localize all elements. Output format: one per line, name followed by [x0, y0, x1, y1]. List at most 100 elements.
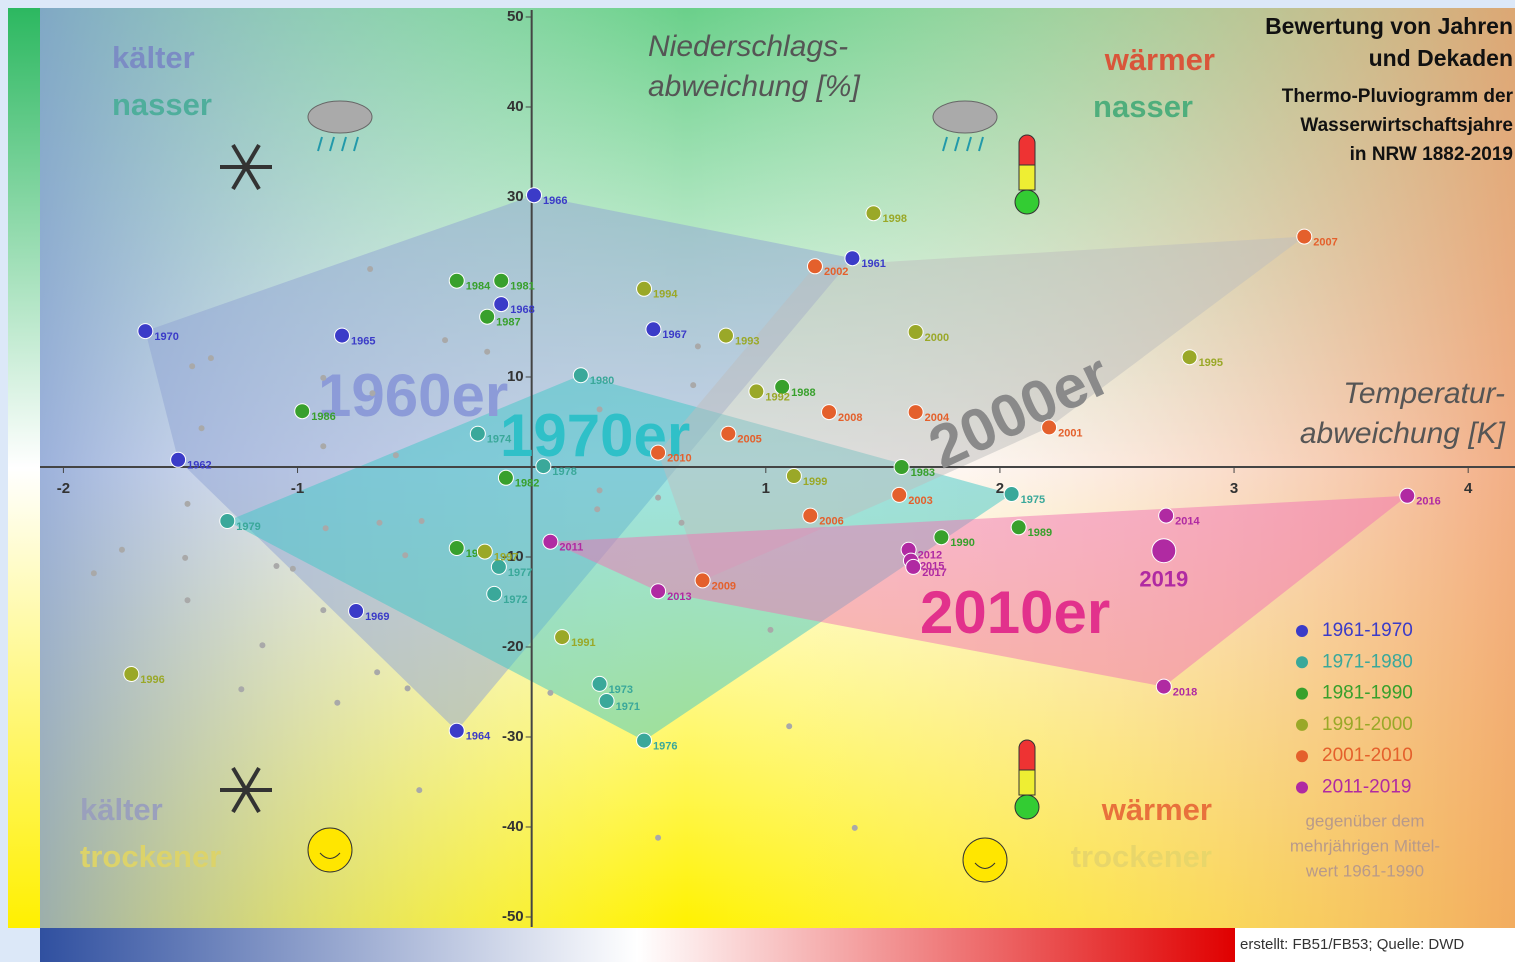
point: [748, 383, 765, 400]
other-point: [786, 723, 793, 730]
other-point: [182, 554, 189, 561]
point-label: 2009: [712, 580, 736, 592]
legend-marker: [1296, 656, 1308, 669]
y-tick-label: -30: [502, 728, 524, 745]
point: [448, 722, 465, 739]
y-tick-label: 30: [507, 188, 524, 205]
point: [469, 425, 486, 442]
point: [844, 250, 861, 267]
point-label: 1981: [510, 281, 534, 293]
point-label: 1989: [1028, 527, 1052, 539]
point-label: 1967: [662, 329, 686, 341]
legend-marker: [1296, 750, 1308, 763]
y-tick-label: -50: [502, 908, 524, 925]
other-point: [402, 552, 409, 559]
other-point: [767, 626, 774, 633]
point: [497, 469, 514, 486]
point: [636, 732, 653, 749]
point: [598, 693, 615, 709]
x-axis-title: Temperatur-: [1343, 377, 1505, 410]
point: [526, 187, 543, 204]
point-label: 2016: [1416, 496, 1440, 508]
point: [448, 272, 465, 289]
other-point: [320, 374, 327, 381]
point: [1296, 228, 1313, 245]
other-point: [690, 382, 697, 389]
other-point: [655, 834, 662, 841]
point: [493, 272, 510, 289]
y-tick-label: 40: [507, 98, 524, 115]
point-label: 2011: [559, 542, 583, 554]
point: [486, 585, 503, 602]
point: [348, 603, 365, 619]
point-label: 1965: [351, 336, 375, 348]
point: [1181, 349, 1198, 366]
point-label: 1988: [791, 387, 815, 399]
decade-label: 1960er: [318, 362, 508, 429]
other-point: [851, 824, 858, 831]
legend-note: gegenüber dem: [1305, 811, 1424, 830]
other-point: [289, 565, 296, 572]
point: [893, 459, 910, 475]
quadrant-label: nasser: [112, 87, 212, 122]
y-tick-label: -20: [502, 638, 524, 655]
point-label: 2003: [908, 495, 932, 507]
quadrant-label: nasser: [1093, 89, 1193, 124]
source: erstellt: FB51/FB53; Quelle: DWD: [1240, 936, 1464, 953]
other-point: [259, 642, 266, 649]
point: [905, 558, 922, 575]
point-label: 2018: [1173, 687, 1197, 699]
point: [907, 404, 924, 421]
other-point: [184, 597, 191, 604]
point: [554, 629, 571, 646]
other-point: [198, 425, 205, 432]
point-label: 2007: [1313, 237, 1337, 249]
point: [717, 327, 734, 344]
other-point: [655, 494, 662, 501]
point: [650, 444, 667, 461]
legend-label: 1991-2000: [1322, 714, 1413, 735]
quadrant-label: kälter: [112, 40, 195, 75]
point: [720, 425, 737, 442]
point: [1151, 538, 1177, 564]
point-label: 1992: [765, 391, 789, 403]
point: [123, 666, 140, 682]
legend-marker: [1296, 625, 1308, 637]
point: [785, 468, 802, 484]
title: und Dekaden: [1369, 45, 1513, 71]
legend-marker: [1296, 781, 1308, 794]
point-label: 1991: [571, 637, 595, 649]
other-point: [596, 487, 603, 494]
point-label: 1975: [1021, 494, 1045, 506]
x-tick-label: -2: [57, 480, 70, 497]
other-point: [596, 406, 603, 413]
point-label: 1966: [543, 195, 567, 207]
decade-label: 2010er: [920, 579, 1110, 646]
other-point: [392, 452, 399, 459]
point: [1158, 507, 1175, 524]
point-label: 1990: [950, 537, 974, 549]
other-point: [678, 519, 685, 526]
point: [802, 507, 819, 524]
other-point: [374, 669, 381, 676]
other-point: [207, 355, 214, 362]
point-label: 1971: [616, 701, 640, 713]
legend-note: wert 1961-1990: [1305, 861, 1424, 880]
point-label: 1987: [496, 317, 520, 329]
other-point: [184, 500, 191, 507]
point: [490, 558, 507, 575]
point: [476, 543, 493, 560]
point-label: 1970: [154, 331, 178, 343]
legend-label: 2011-2019: [1322, 777, 1411, 798]
point: [907, 324, 924, 340]
decade-area: [658, 236, 1305, 581]
point-label: 2013: [667, 591, 691, 603]
other-point: [118, 546, 125, 553]
y-axis-title: Niederschlags-: [648, 30, 848, 63]
point: [572, 367, 589, 384]
point-label: 2014: [1175, 516, 1200, 528]
point-label: 2005: [737, 434, 761, 446]
point: [774, 378, 791, 395]
